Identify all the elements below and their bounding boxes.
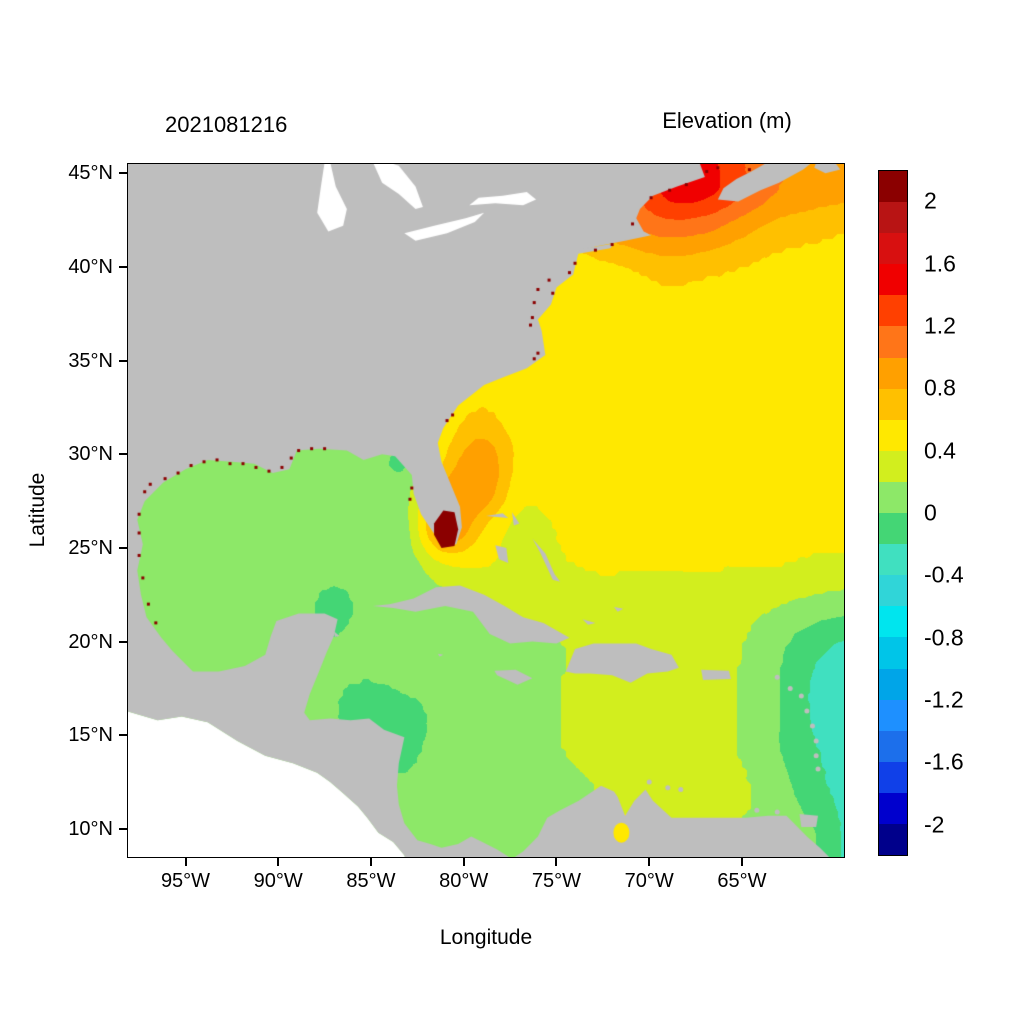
y-tick-label: 40°N <box>68 256 113 278</box>
colorbar-segment <box>879 295 907 327</box>
colorbar-tick-label: 0 <box>924 499 937 526</box>
timestamp-title: 2021081216 <box>165 112 288 137</box>
colorbar-segment <box>879 637 907 669</box>
colorbar-segment <box>879 326 907 358</box>
y-tick-label: 45°N <box>68 162 113 185</box>
colorbar-tick-label: 0.4 <box>924 437 956 464</box>
colorbar-segment <box>879 761 907 793</box>
y-tick-label: 25°N <box>68 536 113 559</box>
colorbar-segment <box>879 699 907 731</box>
colorbar-tick-label: 1.6 <box>924 250 956 277</box>
colorbar-segment <box>879 544 907 576</box>
map-plot-area <box>127 163 845 858</box>
x-tick-mark <box>648 858 651 866</box>
colorbar-tick-label: -0.8 <box>924 624 964 651</box>
y-tick-mark <box>119 266 127 268</box>
colorbar-segment <box>879 668 907 700</box>
colorbar-segment <box>879 792 907 824</box>
colorbar-segment <box>879 233 907 265</box>
y-tick-mark <box>119 734 127 737</box>
x-tick-label: 75°W <box>531 870 582 892</box>
x-tick-mark <box>462 858 465 866</box>
x-tick-mark <box>740 858 743 866</box>
y-tick-label: 30°N <box>68 443 113 466</box>
colorbar-segment <box>879 202 907 234</box>
colorbar-segment <box>879 481 907 514</box>
colorbar-tick-label: -1.2 <box>924 686 964 713</box>
y-tick-label: 10°N <box>68 817 113 840</box>
colorbar-segment <box>879 606 907 638</box>
x-tick-mark <box>369 858 372 866</box>
colorbar-tick-label: -0.4 <box>924 561 964 588</box>
y-tick-label: 15°N <box>68 724 113 747</box>
colorbar-segment <box>879 823 907 856</box>
y-tick-mark <box>119 359 127 362</box>
x-axis-label: Longitude <box>439 926 533 949</box>
y-tick-mark <box>119 172 127 175</box>
colorbar-segment <box>879 730 907 762</box>
map-canvas <box>128 164 844 857</box>
x-tick-label: 65°W <box>717 870 767 892</box>
colorbar-segment <box>879 513 907 545</box>
x-tick-mark <box>555 858 558 866</box>
colorbar-segment <box>879 419 907 451</box>
colorbar-tick-label: 0.8 <box>924 374 956 401</box>
colorbar-tick-label: 2 <box>924 187 937 214</box>
colorbar-tick-label: 1.2 <box>924 312 956 339</box>
y-tick-mark <box>119 546 127 549</box>
colorbar-labels: 2 1.6 1.2 0.8 0.4 0 -0.4 -0.8 -1.2 -1.6 -2 <box>916 170 1006 856</box>
colorbar-title: Elevation (m) <box>662 108 792 133</box>
x-tick-mark <box>184 858 187 866</box>
x-tick-mark <box>277 858 280 866</box>
colorbar-segment <box>879 357 907 389</box>
y-tick-label: 20°N <box>68 630 113 653</box>
y-tick-label: 35°N <box>68 349 113 372</box>
x-tick-label: 85°W <box>346 870 396 892</box>
colorbar-segment <box>879 388 907 420</box>
colorbar <box>878 170 908 856</box>
x-tick-label: 80°W <box>439 870 489 892</box>
colorbar-tick-label: -1.6 <box>924 748 964 775</box>
colorbar-tick-label: -2 <box>924 811 945 838</box>
x-tick-label: 70°W <box>624 870 674 892</box>
colorbar-segment <box>879 575 907 607</box>
colorbar-segment <box>879 450 907 482</box>
colorbar-segment <box>879 171 907 203</box>
colorbar-segment <box>879 264 907 296</box>
y-tick-mark <box>119 453 127 456</box>
x-tick-label: 95°W <box>160 870 211 892</box>
y-tick-mark <box>119 827 127 830</box>
y-tick-mark <box>119 640 127 643</box>
x-tick-label: 90°W <box>253 870 303 892</box>
